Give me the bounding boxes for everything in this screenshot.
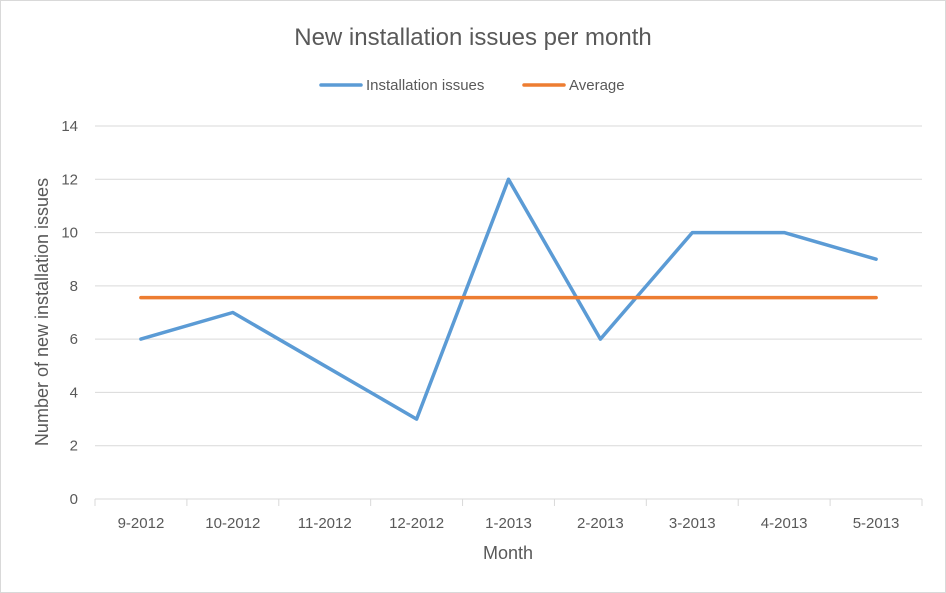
y-tick-label: 14 xyxy=(61,118,78,135)
x-tick-label: 2-2013 xyxy=(577,515,624,532)
y-tick-label: 12 xyxy=(61,171,78,188)
x-tick-label: 10-2012 xyxy=(205,515,260,532)
x-tick-label: 3-2013 xyxy=(669,515,716,532)
gridlines xyxy=(95,125,922,447)
legend-label: Installation issues xyxy=(366,77,484,94)
y-tick-label: 10 xyxy=(61,225,78,242)
x-tick-label: 9-2012 xyxy=(118,515,165,532)
x-tick-label: 5-2013 xyxy=(853,515,900,532)
x-axis-ticks: 9-2012 10-2012 11-2012 12-2012 1-2013 2-2013 3… xyxy=(118,515,900,532)
x-axis xyxy=(94,498,923,506)
chart-title: New installation issues per month xyxy=(294,24,652,51)
y-axis-title: Number of new installation issues xyxy=(32,178,52,446)
x-axis-title: Month xyxy=(483,543,533,563)
y-tick-label: 6 xyxy=(70,331,78,348)
x-tick-label: 11-2012 xyxy=(298,515,352,532)
series-line-installation-issues xyxy=(139,177,878,421)
x-tick-label: 4-2013 xyxy=(761,515,808,532)
y-tick-label: 8 xyxy=(70,278,78,295)
x-tick-label: 1-2013 xyxy=(485,515,532,532)
y-axis-ticks: 0 2 4 6 8 10 12 14 xyxy=(61,118,78,508)
legend-label: Average xyxy=(569,77,625,94)
legend: Installation issues Average xyxy=(319,77,625,94)
y-tick-label: 2 xyxy=(70,438,78,455)
series-lines xyxy=(139,177,878,421)
y-tick-label: 4 xyxy=(70,384,78,401)
x-tick-label: 12-2012 xyxy=(389,515,444,532)
y-tick-label: 0 xyxy=(70,491,78,508)
